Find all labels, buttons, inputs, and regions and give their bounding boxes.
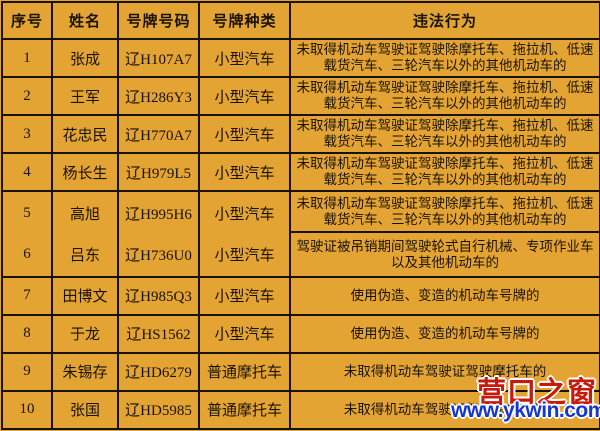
cell-plate: 辽HS1562 [117,313,200,354]
watermark-site-url: www.ykwin.com [451,399,600,422]
cell-plate-type: 小型汽车 [198,152,291,193]
cell-violation: 使用伪造、变造的机动车号牌的 [289,313,600,354]
table-row: 8 于龙 辽HS1562 小型汽车 使用伪造、变造的机动车号牌的 [1,313,600,354]
cell-name: 杨长生 [51,152,119,193]
cell-violation: 未取得机动车驾驶证驾驶除摩托车、拖拉机、低速载货汽车、三轮汽车以外的其他机动车的 [289,190,600,234]
cell-plate-type: 小型汽车 [214,247,275,264]
cell-plate: 辽H736U0 [125,247,192,264]
table-row: 7 田博文 辽H985Q3 小型汽车 使用伪造、变造的机动车号牌的 [1,275,600,316]
cell-plate-type: 小型汽车 [198,114,291,155]
cell-serial-merged: 5 6 [1,190,53,278]
cell-plate-type: 小型汽车 [198,313,291,354]
table-header-row: 序号 姓名 号牌号码 号牌种类 违法行为 [1,1,600,40]
header-plate: 号牌号码 [117,1,200,40]
cell-plate-type: 普通摩托车 [198,389,291,431]
cell-plate: 辽H286Y3 [117,76,200,117]
cell-plate-type: 小型汽车 [198,37,291,79]
cell-violation: 未取得机动车驾驶证驾驶摩托车的 [289,351,600,392]
table-row: 4 杨长生 辽H979L5 小型汽车 未取得机动车驾驶证驾驶除摩托车、拖拉机、低… [1,152,600,193]
cell-name: 张成 [51,37,119,79]
cell-plate: 辽HD6279 [117,351,200,392]
cell-serial: 5 [23,204,31,221]
cell-plate: 辽H107A7 [117,37,200,79]
table-row: 驾驶证被吊销期间驾驶轮式自行机械、专项作业车以及其他机动车的 [2,231,600,278]
table-row: 2 王军 辽H286Y3 小型汽车 未取得机动车驾驶证驾驶除摩托车、拖拉机、低速… [1,76,600,117]
cell-serial: 1 [1,37,53,79]
cell-plate-type: 小型汽车 [198,76,291,117]
cell-name: 花忠民 [51,114,119,155]
cell-plate: 辽HD5985 [117,389,200,431]
cell-plate-merged: 辽H995H6 辽H736U0 [117,190,200,278]
cell-violation: 未取得机动车驾驶证驾驶除摩托车、拖拉机、低速载货汽车、三轮汽车以外的其他机动车的 [289,76,600,117]
cell-serial: 10 [1,389,53,431]
table-row: 3 花忠民 辽H770A7 小型汽车 未取得机动车驾驶证驾驶除摩托车、拖拉机、低… [1,114,600,155]
table-row: 9 朱锡存 辽HD6279 普通摩托车 未取得机动车驾驶证驾驶摩托车的 [1,351,600,392]
cell-plate-type-merged: 小型汽车 小型汽车 [198,190,291,278]
cell-violation: 未取得机动车驾驶证驾驶摩托车的 [289,389,600,431]
cell-name: 高旭 [69,206,100,223]
table-row: 5 6 高旭 吕东 辽H995H6 辽H736U0 [1,190,600,278]
cell-serial: 6 [23,245,31,262]
cell-plate-type: 小型汽车 [198,275,291,316]
table-row: 10 张国 辽HD5985 普通摩托车 未取得机动车驾驶证驾驶摩托车的 [1,389,600,431]
cell-name-merged: 高旭 吕东 [51,190,119,278]
cell-name: 吕东 [69,247,100,264]
cell-serial: 8 [1,313,53,354]
cell-plate: 辽H995H6 [125,206,192,223]
cell-violation: 未取得机动车驾驶证驾驶除摩托车、拖拉机、低速载货汽车、三轮汽车以外的其他机动车的 [289,37,600,79]
cell-plate-type: 普通摩托车 [198,351,291,392]
table-row: 1 张成 辽H107A7 小型汽车 未取得机动车驾驶证驾驶除摩托车、拖拉机、低速… [1,37,600,79]
watermark-site-name: 营口之窗 [477,377,598,409]
cell-name: 王军 [51,76,119,117]
cell-plate: 辽H770A7 [117,114,200,155]
cell-plate: 辽H979L5 [117,152,200,193]
header-name: 姓名 [51,1,119,40]
cell-name: 朱锡存 [51,351,119,392]
cell-violation: 驾驶证被吊销期间驾驶轮式自行机械、专项作业车以及其他机动车的 [289,231,600,278]
cell-name: 田博文 [51,275,119,316]
cell-name: 张国 [51,389,119,431]
cell-violation: 未取得机动车驾驶证驾驶除摩托车、拖拉机、低速载货汽车、三轮汽车以外的其他机动车的 [289,114,600,155]
cell-name: 于龙 [51,313,119,354]
cell-violation: 未取得机动车驾驶证驾驶除摩托车、拖拉机、低速载货汽车、三轮汽车以外的其他机动车的 [289,152,600,193]
cell-serial: 2 [1,76,53,117]
cell-plate: 辽H985Q3 [117,275,200,316]
cell-serial: 9 [1,351,53,392]
cell-violation: 使用伪造、变造的机动车号牌的 [289,275,600,316]
cell-plate-type: 小型汽车 [214,206,275,223]
header-violation: 违法行为 [289,1,600,40]
header-serial: 序号 [1,1,53,40]
cell-serial: 4 [1,152,53,193]
header-plate-type: 号牌种类 [198,1,291,40]
cell-serial: 7 [1,275,53,316]
cell-serial: 3 [1,114,53,155]
